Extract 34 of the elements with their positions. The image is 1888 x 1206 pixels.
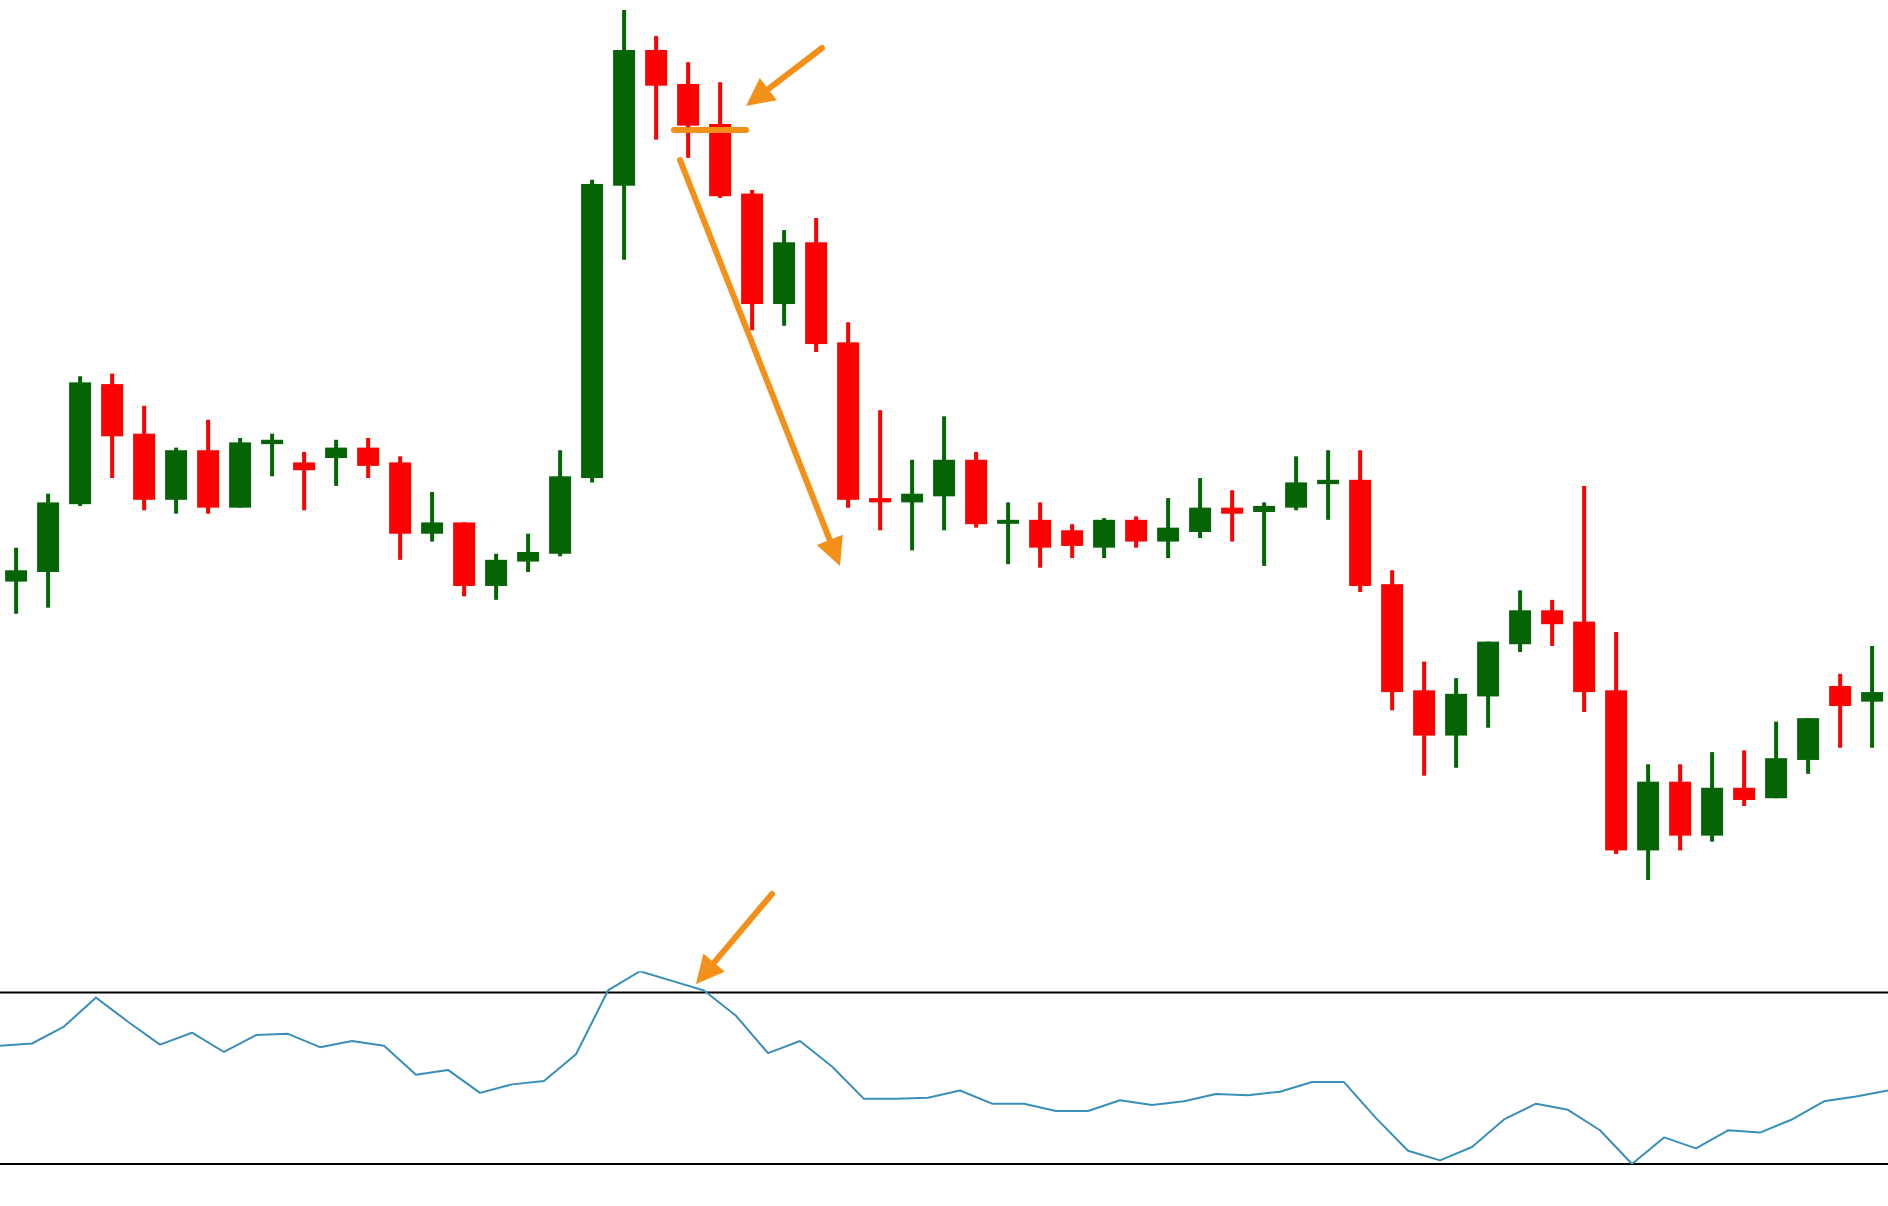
- candlestick: [1029, 500, 1052, 570]
- candlestick: [1061, 522, 1084, 561]
- candlestick: [1701, 750, 1724, 844]
- candlestick: [901, 457, 924, 553]
- candlestick: [5, 545, 28, 616]
- candlestick: [1797, 716, 1820, 776]
- candlestick: [1221, 488, 1244, 544]
- candlestick: [645, 34, 668, 142]
- candlestick: [1861, 643, 1884, 750]
- candlestick: [517, 531, 540, 575]
- candlestick: [1829, 671, 1852, 750]
- candlestick: [1445, 676, 1468, 770]
- candlestick: [1285, 454, 1308, 513]
- candlestick: [1509, 588, 1532, 655]
- candlestick: [1125, 514, 1148, 550]
- candlestick: [325, 437, 348, 488]
- candlestick: [1733, 748, 1756, 809]
- candlestick: [933, 414, 956, 533]
- candlestick: [869, 408, 892, 533]
- candlestick: [485, 551, 508, 602]
- candlestick: [677, 60, 700, 160]
- candlestick: [1189, 476, 1212, 541]
- candlestick: [293, 449, 316, 513]
- candlestick: [357, 436, 380, 481]
- candlestick: [261, 431, 284, 479]
- candlestick: [421, 489, 444, 544]
- candlestick: [1253, 500, 1276, 568]
- candlestick: [1317, 448, 1340, 522]
- candlestick: [1541, 597, 1564, 648]
- candlestick: [1413, 659, 1436, 778]
- candlestick: [997, 500, 1020, 567]
- candlestick: [1157, 496, 1180, 561]
- candlestick: [1093, 516, 1116, 561]
- candlestick: [1765, 719, 1788, 801]
